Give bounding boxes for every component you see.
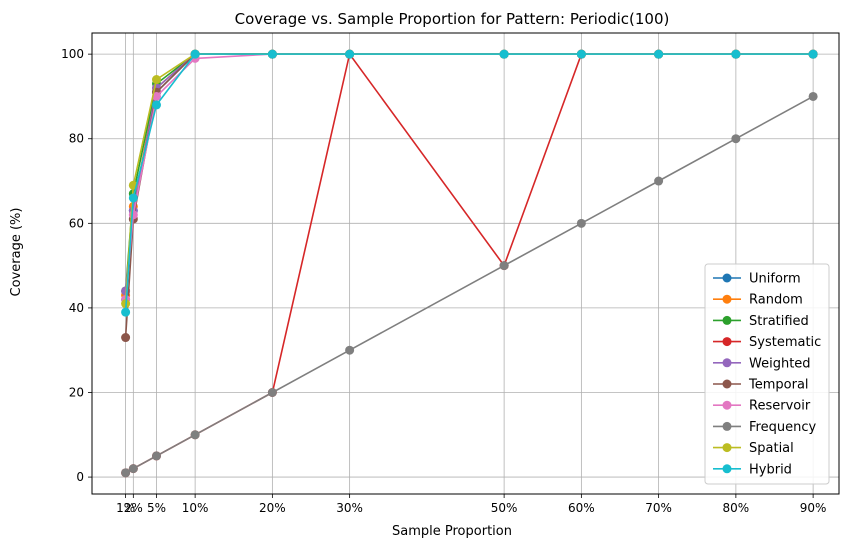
legend-box	[704, 263, 830, 485]
y-tick-label: 100	[61, 47, 84, 61]
y-tick-label: 80	[69, 132, 84, 146]
legend-entry-label: Frequency	[749, 420, 816, 435]
plot-frame	[91, 32, 840, 495]
x-tick-label: 90%	[800, 501, 827, 515]
legend-swatch-marker	[722, 358, 732, 368]
legend-swatch-marker	[722, 379, 732, 389]
series-lines	[121, 49, 818, 478]
x-tick-label: 10%	[182, 501, 209, 515]
data-point-hybrid	[190, 49, 200, 59]
data-point-temporal	[121, 333, 131, 343]
legend-swatch-marker	[722, 273, 732, 283]
data-point-hybrid	[345, 49, 355, 59]
data-point-reservoir	[152, 91, 162, 101]
data-point-frequency	[499, 261, 509, 271]
data-point-frequency	[731, 134, 741, 144]
data-point-hybrid	[731, 49, 741, 59]
x-tick-label: 30%	[336, 501, 363, 515]
axis-ticks: 1%2% 5% 10% 20% 30% 50% 60% 70% 80% 90% 0 20 40 60 80 1…	[61, 47, 826, 515]
legend-entry-label: Reservoir	[749, 399, 811, 414]
data-point-reservoir	[128, 210, 138, 220]
data-point-hybrid	[808, 49, 818, 59]
x-tick-label: 50%	[491, 501, 518, 515]
legend-swatch-marker	[722, 443, 732, 453]
series-line-uniform	[124, 53, 814, 300]
legend-entry-label: Systematic	[749, 335, 821, 350]
series-line-reservoir	[124, 53, 814, 300]
data-point-hybrid	[267, 49, 277, 59]
data-point-hybrid	[654, 49, 664, 59]
data-point-frequency	[121, 468, 131, 478]
series-line-stratified	[124, 53, 814, 292]
x-tick-label: 1%	[116, 501, 135, 515]
legend-swatch-marker	[722, 464, 732, 474]
legend-swatch-marker	[722, 294, 732, 304]
data-point-frequency	[345, 345, 355, 355]
x-tick-label: 70%	[645, 501, 672, 515]
series-line-random	[124, 53, 814, 296]
x-tick-label: 2%	[124, 501, 143, 515]
legend-entry-label: Hybrid	[749, 462, 792, 477]
x-tick-label: 80%	[723, 501, 750, 515]
x-tick-label: 60%	[568, 501, 595, 515]
data-point-frequency	[152, 451, 162, 461]
y-tick-label: 40	[69, 301, 84, 315]
data-point-frequency	[190, 430, 200, 440]
legend-swatch-marker	[722, 400, 732, 410]
data-point-frequency	[808, 91, 818, 101]
y-axis-label: Coverage (%)	[9, 208, 24, 297]
data-point-frequency	[654, 176, 664, 186]
legend-swatch-marker	[722, 421, 732, 431]
data-point-hybrid	[576, 49, 586, 59]
chart-title: Coverage vs. Sample Proportion for Patte…	[235, 10, 670, 28]
y-tick-label: 0	[76, 470, 84, 484]
x-tick-label: 20%	[259, 501, 286, 515]
legend-entry-label: Spatial	[749, 441, 794, 456]
data-point-spatial	[152, 75, 162, 85]
series-line-weighted	[124, 53, 814, 292]
data-point-hybrid	[121, 307, 131, 317]
legend-entry-label: Weighted	[749, 356, 811, 371]
y-tick-label: 20	[69, 385, 84, 399]
y-tick-label: 60	[69, 216, 84, 230]
legend-entry-label: Temporal	[748, 378, 809, 393]
data-point-frequency	[267, 387, 277, 397]
data-point-frequency	[576, 218, 586, 228]
legend-entry-label: Uniform	[749, 272, 801, 287]
legend-entry-label: Random	[749, 293, 803, 308]
data-point-hybrid	[152, 100, 162, 110]
data-point-hybrid	[499, 49, 509, 59]
legend: Uniform Random Stratified Systematic Weighte…	[704, 263, 830, 485]
legend-swatch-marker	[722, 337, 732, 347]
x-axis-label: Sample Proportion	[392, 524, 512, 539]
legend-entry-label: Stratified	[749, 314, 809, 329]
x-tick-label: 5%	[147, 501, 166, 515]
data-point-hybrid	[128, 193, 138, 203]
legend-swatch-marker	[722, 315, 732, 325]
data-point-frequency	[128, 464, 138, 474]
